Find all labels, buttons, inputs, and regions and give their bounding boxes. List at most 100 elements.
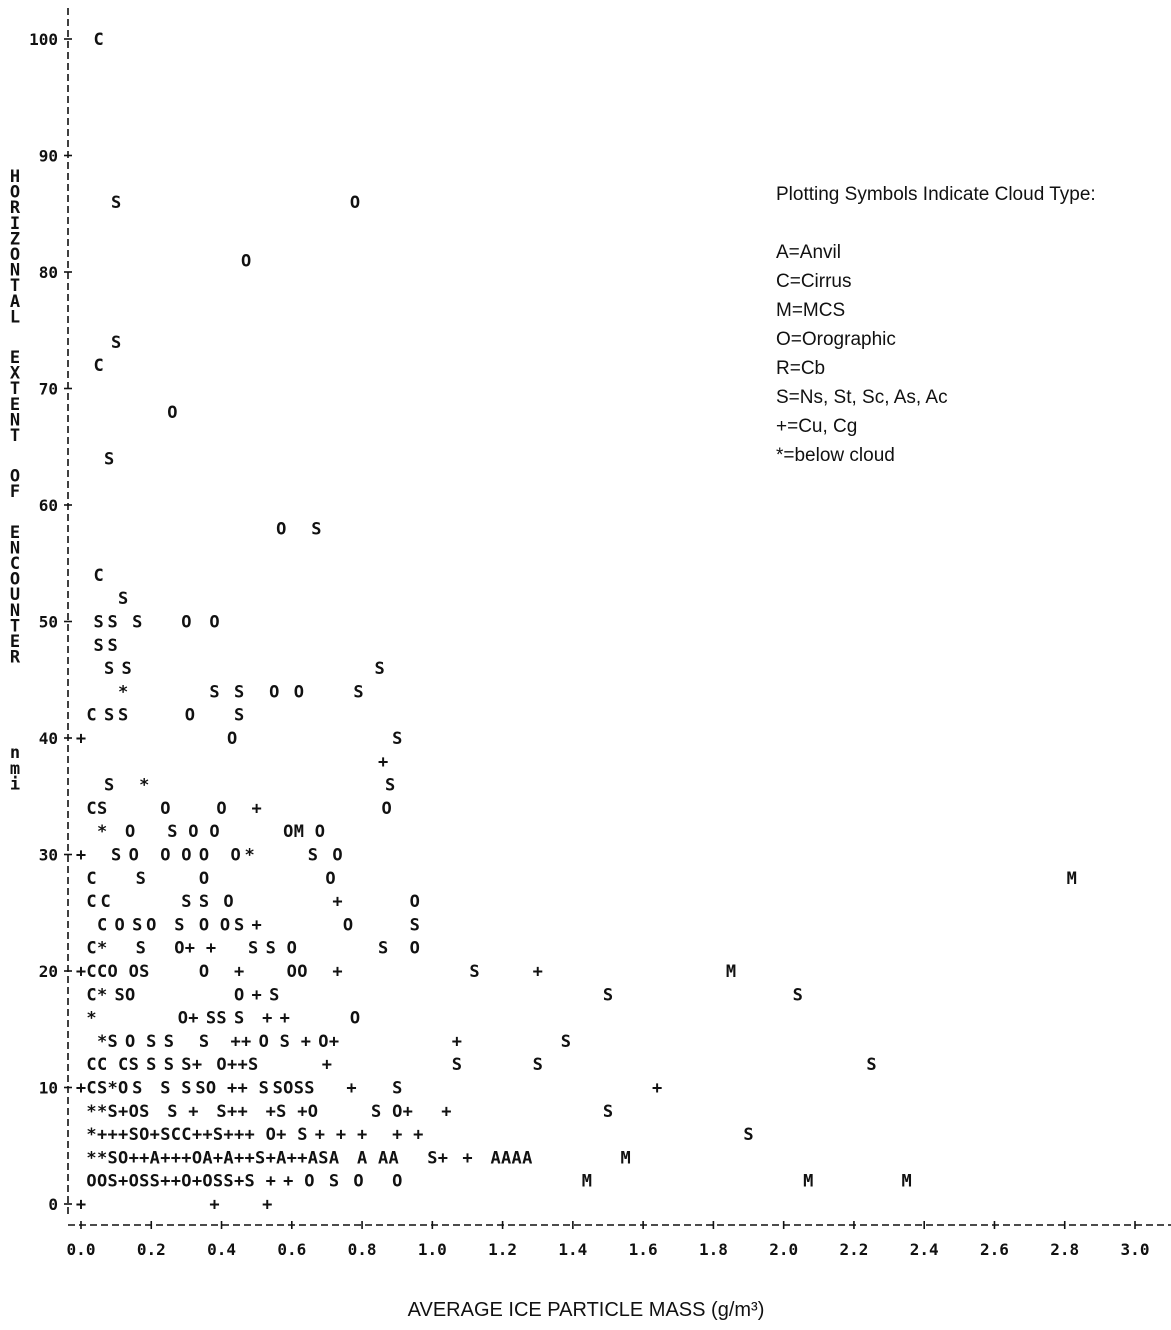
x-tick-label: 0.2 [137,1240,166,1259]
data-point: O [129,846,139,866]
data-point: + [301,1032,311,1052]
data-point: O [129,962,139,982]
data-point: S [181,1055,191,1075]
data-point: A [501,1148,511,1168]
y-tick-label: 50 [39,613,58,632]
data-point: M [1067,869,1077,889]
x-tick-label: 0.6 [277,1240,306,1259]
y-label-letter: N [10,538,20,558]
data-point: + [252,985,262,1005]
data-point: S [139,962,149,982]
data-point: + [287,1148,297,1168]
y-label-letter: O [10,467,20,487]
data-point: S [329,1172,339,1192]
data-point: * [97,985,107,1005]
data-point: O [308,1102,318,1122]
data-point: O [209,613,219,633]
data-point: O [181,613,191,633]
data-point: S [234,1009,244,1029]
data-point: O [192,1148,202,1168]
data-point: + [160,1172,170,1192]
data-point: C [93,566,103,586]
data-point: S [213,1172,223,1192]
data-point: O [332,846,342,866]
data-point: C [93,30,103,50]
data-point: O [139,1125,149,1145]
data-point: O [234,985,244,1005]
data-point: S [452,1055,462,1075]
y-label-letter: E [10,395,20,415]
data-point: C [97,1055,107,1075]
data-point: O [209,822,219,842]
data-point: S [561,1032,571,1052]
data-point: S [603,985,613,1005]
data-point: + [192,1055,202,1075]
data-point: + [223,1125,233,1145]
data-point: O [304,1172,314,1192]
data-point: S [107,1032,117,1052]
data-point: + [76,962,86,982]
data-point: S [311,519,321,539]
data-point: A [357,1148,367,1168]
legend-entry-anvil: A=Anvil [776,242,841,263]
data-point: O [216,799,226,819]
data-point: C [171,1125,181,1145]
data-point: O [283,822,293,842]
data-point: C [97,915,107,935]
data-point: + [266,1148,276,1168]
legend-entry-below-cloud: *=below cloud [776,445,895,466]
data-point: S [213,1125,223,1145]
data-point: S [209,682,219,702]
data-point: + [332,962,342,982]
y-tick-label: 20 [39,962,58,981]
data-point: C [86,869,96,889]
data-point: S [118,706,128,726]
data-point: S [743,1125,753,1145]
data-point: + [357,1125,367,1145]
data-point: S [533,1055,543,1075]
data-point: + [322,1055,332,1075]
y-label-letter: T [10,379,20,399]
y-label-letter: L [10,307,20,327]
data-point: S [469,962,479,982]
y-label-letter: E [10,523,20,543]
x-tick-label: 2.2 [839,1240,868,1259]
data-point: O [259,1032,269,1052]
data-point: + [315,1125,325,1145]
data-point: O [220,915,230,935]
data-point: + [171,1148,181,1168]
data-point: + [297,1102,307,1122]
data-point: + [230,1032,240,1052]
data-point: + [118,1172,128,1192]
data-point: O [115,915,125,935]
data-point: A [308,1148,318,1168]
data-point: S [139,1102,149,1122]
data-point: O [392,1172,402,1192]
data-point: S [234,915,244,935]
x-tick-label: 1.6 [629,1240,658,1259]
data-point: S [216,1009,226,1029]
data-point: S [866,1055,876,1075]
data-point: S [174,915,184,935]
data-point: S [248,939,258,959]
data-point: O [350,193,360,213]
y-label-letter: F [10,482,20,502]
data-point: A [512,1148,522,1168]
data-point: + [245,1148,255,1168]
y-label-letter: X [10,364,21,384]
y-label-letter: R [10,198,21,218]
data-point: O [118,1148,128,1168]
y-label-letter: E [10,632,20,652]
data-point: S [280,1032,290,1052]
y-label-letter: O [10,245,20,265]
data-point: S [410,915,420,935]
y-unit-letter: i [10,774,20,794]
y-label-letter: T [10,276,20,296]
data-point: + [280,1009,290,1029]
y-label-letter: T [10,426,20,446]
data-point: O [125,1032,135,1052]
data-point: S [255,1148,265,1168]
data-point: + [252,915,262,935]
x-tick-label: 1.2 [488,1240,517,1259]
